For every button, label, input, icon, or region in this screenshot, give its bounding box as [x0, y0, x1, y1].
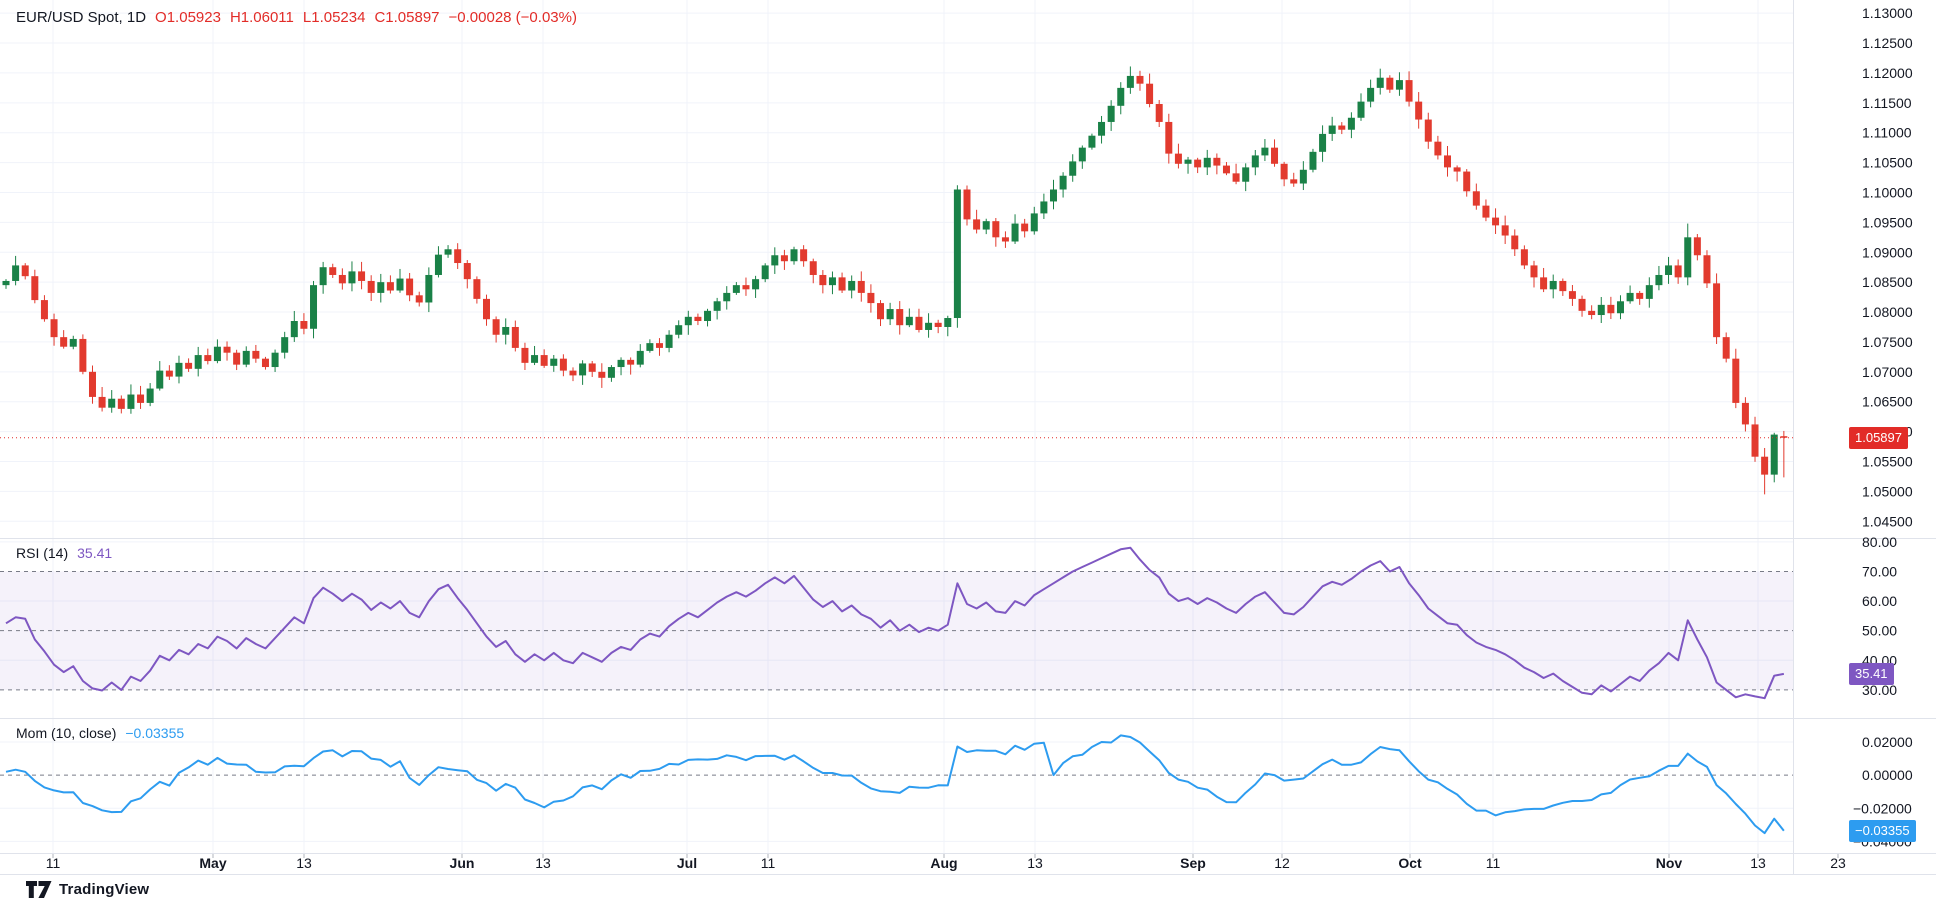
- time-label: 13: [296, 855, 312, 871]
- time-label: 13: [1027, 855, 1043, 871]
- ohlc-low: L1.05234: [302, 9, 366, 26]
- ohlc-close: C1.05897: [374, 9, 440, 26]
- svg-text:1.10500: 1.10500: [1862, 155, 1913, 171]
- time-label: Aug: [930, 855, 957, 871]
- svg-text:0.02000: 0.02000: [1862, 734, 1913, 750]
- ohlc-open: O1.05923: [155, 9, 221, 26]
- candlestick-series: [2, 66, 1788, 495]
- time-label: Jul: [677, 855, 697, 871]
- svg-text:1.12500: 1.12500: [1862, 35, 1913, 51]
- main-legend: EUR/USD Spot, 1D O1.05923 H1.06011 L1.05…: [16, 9, 577, 26]
- time-label: 12: [1274, 855, 1290, 871]
- symbol-title[interactable]: EUR/USD Spot, 1D: [16, 9, 147, 26]
- svg-text:1.10000: 1.10000: [1862, 184, 1913, 200]
- time-label: 11: [1486, 855, 1501, 871]
- time-label: 13: [535, 855, 551, 871]
- svg-text:0.00000: 0.00000: [1862, 767, 1913, 783]
- mom-value: −0.03355: [125, 725, 185, 741]
- svg-text:1.07000: 1.07000: [1862, 364, 1913, 380]
- time-label: Sep: [1180, 855, 1206, 871]
- svg-text:1.06500: 1.06500: [1862, 394, 1913, 410]
- time-label: 23: [1830, 855, 1846, 871]
- svg-text:1.05500: 1.05500: [1862, 453, 1913, 469]
- gridlines: [0, 0, 1793, 853]
- pane-separators: [0, 0, 1936, 875]
- brand-name: TradingView: [59, 881, 150, 898]
- svg-text:1.11500: 1.11500: [1862, 95, 1912, 111]
- svg-text:1.05000: 1.05000: [1862, 483, 1913, 499]
- time-label: 11: [761, 855, 776, 871]
- change-value: −0.00028 (−0.03%): [448, 9, 577, 26]
- svg-text:70.00: 70.00: [1862, 563, 1897, 579]
- svg-text:80.00: 80.00: [1862, 534, 1897, 550]
- price-axis[interactable]: 1.13000 1.12500 1.12000 1.11500 1.11000 1.105…: [1853, 5, 1913, 849]
- mom-label[interactable]: Mom (10, close): [16, 725, 117, 741]
- svg-text:30.00: 30.00: [1862, 682, 1897, 698]
- svg-text:1.12000: 1.12000: [1862, 65, 1913, 81]
- time-label: Oct: [1398, 855, 1422, 871]
- svg-text:1.08000: 1.08000: [1862, 304, 1913, 320]
- rsi-line: [5, 546, 1785, 700]
- current-price-label: 1.05897: [1849, 426, 1908, 449]
- time-label: May: [199, 855, 226, 871]
- rsi-value-label: 35.41: [1849, 662, 1894, 685]
- svg-text:50.00: 50.00: [1862, 623, 1897, 639]
- svg-text:1.04500: 1.04500: [1862, 513, 1913, 529]
- rsi-legend: RSI (14) 35.41: [16, 545, 112, 561]
- rsi-value: 35.41: [77, 545, 113, 561]
- svg-text:1.09000: 1.09000: [1862, 244, 1913, 260]
- time-label: 13: [1750, 855, 1766, 871]
- mom-value-label: −0.03355: [1849, 819, 1916, 842]
- time-label: Nov: [1656, 855, 1683, 871]
- time-label: Jun: [450, 855, 475, 871]
- svg-text:1.13000: 1.13000: [1862, 5, 1913, 21]
- time-label: 11: [46, 855, 61, 871]
- svg-text:−0.02000: −0.02000: [1853, 800, 1912, 816]
- indicator-level-lines: [0, 570, 1793, 776]
- svg-text:60.00: 60.00: [1862, 593, 1897, 609]
- mom-line: [5, 734, 1785, 835]
- svg-text:1.11000: 1.11000: [1862, 125, 1912, 141]
- tradingview-logo-icon: [26, 881, 52, 898]
- time-axis[interactable]: 11 May 13 Jun 13 Jul 11 Aug 13 Sep 12 Oct 11 Nov 13 23: [46, 854, 1846, 871]
- ohlc-high: H1.06011: [229, 9, 294, 26]
- indicator-lines: [0, 437, 1793, 835]
- svg-text:1.09500: 1.09500: [1862, 214, 1913, 230]
- tradingview-attribution[interactable]: TradingView: [26, 881, 149, 898]
- mom-legend: Mom (10, close) −0.03355: [16, 725, 184, 741]
- svg-text:1.07500: 1.07500: [1862, 334, 1913, 350]
- svg-text:1.08500: 1.08500: [1862, 274, 1913, 290]
- rsi-label[interactable]: RSI (14): [16, 545, 69, 561]
